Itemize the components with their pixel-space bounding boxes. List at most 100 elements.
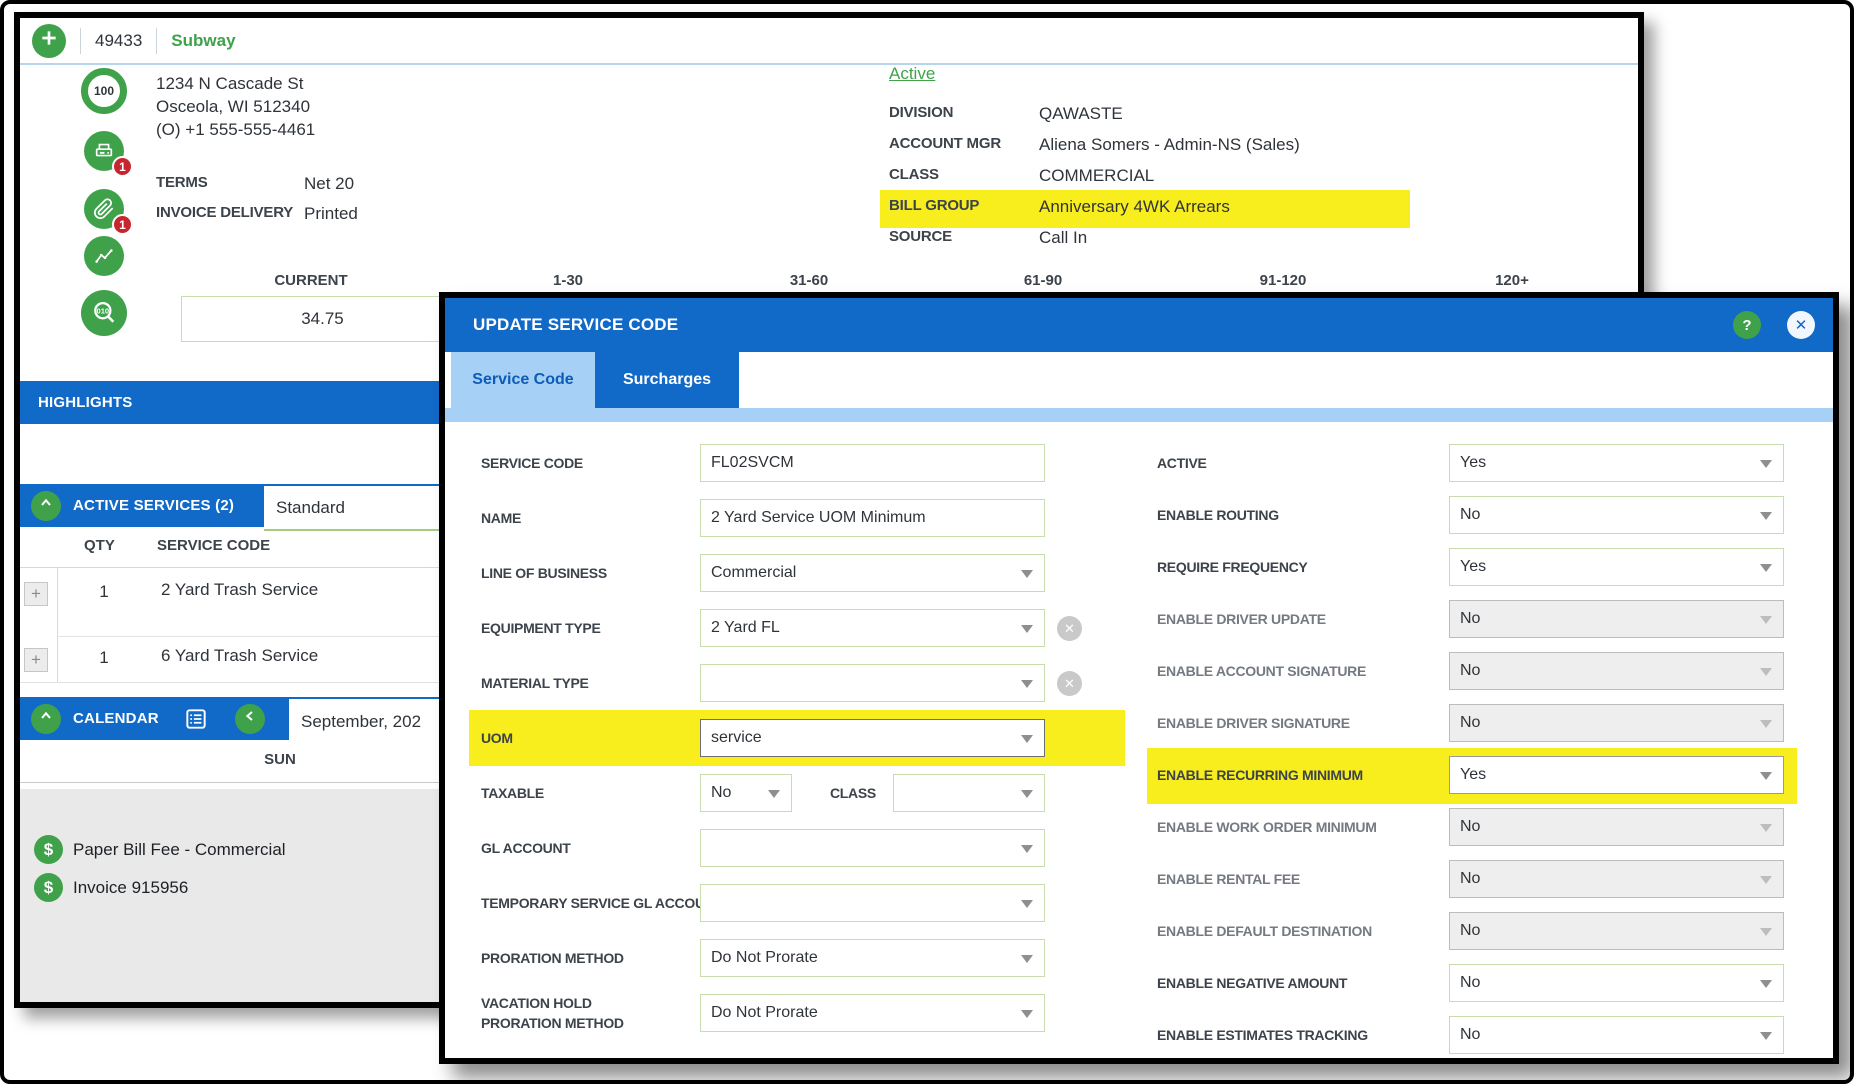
enable-negative-amount-select[interactable]: No [1449, 964, 1784, 1002]
field-label: ENABLE WORK ORDER MINIMUM [1157, 819, 1377, 835]
info-label: BILL GROUP [889, 197, 980, 214]
services-view-select[interactable]: Standard [264, 486, 464, 531]
info-label: SOURCE [889, 228, 952, 245]
field-label: TAXABLE [481, 785, 544, 801]
equipment-type-select[interactable]: 2 Yard FL [700, 609, 1045, 647]
require-frequency-select[interactable]: Yes [1449, 548, 1784, 586]
field-label: LINE OF BUSINESS [481, 565, 607, 581]
vacation-hold-proration-method-select[interactable]: Do Not Prorate [700, 994, 1045, 1032]
divider [80, 27, 81, 54]
field-vacation-hold-proration-method: VACATION HOLD PRORATION METHOD Do Not Pr… [445, 994, 1145, 1032]
terms-value: Net 20 [304, 174, 355, 193]
previous-month-button[interactable] [234, 703, 265, 734]
invoice-delivery-row: INVOICE DELIVERY Printed [156, 204, 576, 224]
expand-service-row-button[interactable]: + [24, 582, 48, 606]
highlights-title: HIGHLIGHTS [38, 394, 133, 411]
service-code-name[interactable]: 2 Yard Trash Service [161, 580, 319, 599]
update-service-code-dialog: UPDATE SERVICE CODE ? ✕ Service Code Sur… [439, 292, 1839, 1064]
select-value: No [1460, 922, 1481, 939]
material-type-select[interactable] [700, 664, 1045, 702]
status-link[interactable]: Active [889, 64, 936, 83]
add-button[interactable] [32, 23, 66, 58]
field-temporary-service-gl-account: TEMPORARY SERVICE GL ACCOUNT [445, 884, 1145, 922]
calendar-month-value: September, 202 [301, 712, 422, 731]
invoice-delivery-label: INVOICE DELIVERY [156, 204, 294, 221]
field-material-type: MATERIAL TYPE ✕ [445, 664, 1145, 702]
dollar-icon: $ [34, 835, 63, 864]
clear-equipment-type-button[interactable]: ✕ [1057, 616, 1082, 641]
tab-service-code[interactable]: Service Code [451, 352, 595, 408]
field-label: REQUIRE FREQUENCY [1157, 559, 1308, 575]
info-label: DIVISION [889, 104, 954, 121]
line-of-business-select[interactable]: Commercial [700, 554, 1045, 592]
temporary-service-gl-account-select[interactable] [700, 884, 1045, 922]
close-icon: ✕ [1794, 317, 1808, 334]
field-proration-method: PRORATION METHOD Do Not Prorate [445, 939, 1145, 977]
agenda-list-icon[interactable] [183, 706, 209, 732]
plus-icon [39, 28, 59, 53]
chevron-left-icon [242, 708, 258, 729]
expand-service-row-button[interactable]: + [24, 648, 48, 672]
field-gl-account: GL ACCOUNT [445, 829, 1145, 867]
close-button[interactable]: ✕ [1787, 311, 1815, 339]
divider [57, 636, 464, 637]
aging-current-amount[interactable]: 34.75 [181, 296, 464, 342]
class-select[interactable] [893, 774, 1045, 812]
enable-driver-update-select: No [1449, 600, 1784, 638]
billing-machine-button[interactable] [84, 131, 124, 171]
calendar-event[interactable]: $ Invoice 915956 [34, 873, 188, 902]
field-taxable-class: TAXABLE No CLASS [445, 774, 1145, 812]
info-row: DIVISION QAWASTE [889, 104, 1509, 124]
select-value: service [711, 729, 762, 746]
invoice-delivery-value: Printed [304, 204, 358, 223]
collapse-calendar-button[interactable] [31, 703, 61, 734]
select-value: No [1460, 506, 1481, 523]
field-label: ENABLE RENTAL FEE [1157, 871, 1300, 887]
proration-method-select[interactable]: Do Not Prorate [700, 939, 1045, 977]
service-code-input[interactable] [700, 444, 1045, 482]
clear-material-type-button[interactable]: ✕ [1057, 671, 1082, 696]
account-number: 49433 [95, 30, 143, 50]
enable-estimates-tracking-select[interactable]: No [1449, 1016, 1784, 1054]
calendar-month-select[interactable]: September, 202 [289, 699, 465, 745]
select-value: No [1460, 1026, 1481, 1043]
info-row: CLASS COMMERCIAL [889, 166, 1509, 186]
taxable-select[interactable]: No [700, 774, 792, 812]
select-value: No [711, 784, 732, 801]
attachments-count-badge: 1 [112, 214, 133, 235]
billing-machine-icon [93, 140, 115, 162]
account-name[interactable]: Subway [171, 30, 236, 50]
name-input[interactable] [700, 499, 1045, 537]
field-line-of-business: LINE OF BUSINESS Commercial [445, 554, 1145, 592]
enable-default-destination-select: No [1449, 912, 1784, 950]
gl-account-select[interactable] [700, 829, 1045, 867]
svg-text:010: 010 [97, 307, 110, 316]
field-label: GL ACCOUNT [481, 840, 571, 856]
address-line2: Osceola, WI 512340 [156, 97, 311, 116]
chevron-up-icon [38, 495, 54, 516]
tab-surcharges[interactable]: Surcharges [595, 352, 739, 408]
service-code-name[interactable]: 6 Yard Trash Service [161, 646, 319, 665]
event-label: Paper Bill Fee - Commercial [73, 839, 286, 859]
enable-account-signature-select: No [1449, 652, 1784, 690]
field-enable-default-destination: ENABLE DEFAULT DESTINATION No [1147, 912, 1833, 950]
dollar-icon: $ [34, 873, 63, 902]
uom-select[interactable]: service [700, 719, 1045, 757]
active-select[interactable]: Yes [1449, 444, 1784, 482]
calendar-event[interactable]: $ Paper Bill Fee - Commercial [34, 835, 286, 864]
audit-search-button[interactable]: 010 [81, 290, 127, 336]
enable-recurring-minimum-select[interactable]: Yes [1449, 756, 1784, 794]
score-ring-badge[interactable]: 100 [81, 68, 127, 114]
aging-column-current: CURRENT [274, 272, 348, 289]
collapse-services-button[interactable] [31, 490, 61, 521]
info-label: ACCOUNT MGR [889, 135, 1001, 152]
aging-column-31-60: 31-60 [789, 272, 829, 289]
analytics-button[interactable] [84, 236, 124, 276]
enable-routing-select[interactable]: No [1449, 496, 1784, 534]
info-label: CLASS [889, 166, 939, 183]
address-block: 1234 N Cascade St Osceola, WI 512340 (O)… [156, 72, 315, 141]
help-button[interactable]: ? [1733, 311, 1761, 339]
field-enable-work-order-minimum: ENABLE WORK ORDER MINIMUM No [1147, 808, 1833, 846]
badge-value: 1 [119, 217, 126, 232]
info-value: COMMERCIAL [1039, 166, 1155, 185]
